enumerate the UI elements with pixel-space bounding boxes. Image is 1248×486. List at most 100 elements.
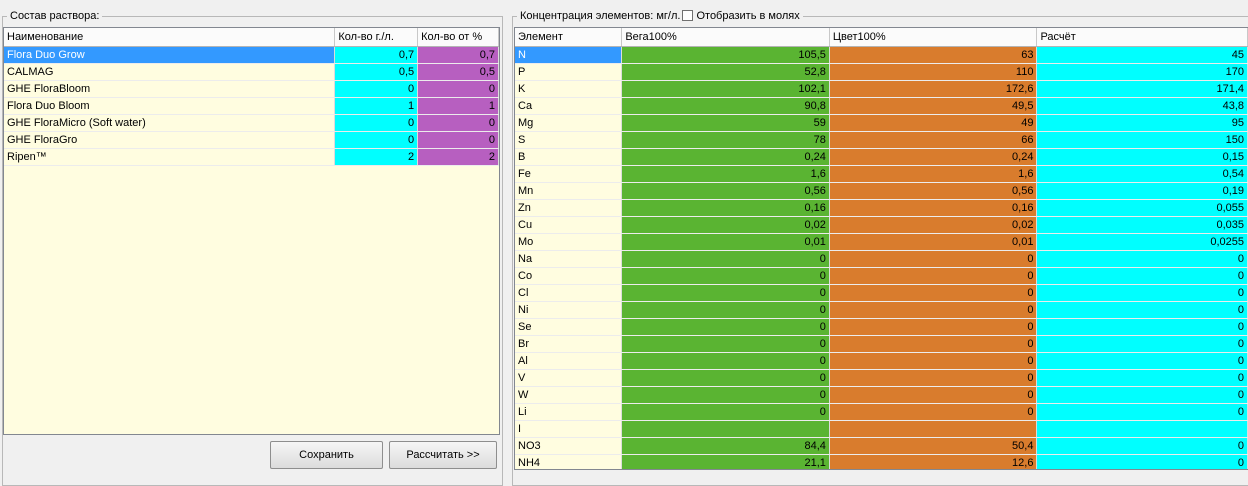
element-row[interactable]: Ni 0 0 0 <box>515 301 1248 319</box>
element-name-cell[interactable]: Ca <box>515 97 623 115</box>
element-name-cell[interactable]: Li <box>515 403 623 421</box>
col-header-name[interactable]: Наименование <box>4 28 336 47</box>
vega-value-cell[interactable]: 78 <box>621 131 830 149</box>
composition-row[interactable]: GHE FloraBloom 0 0 <box>4 80 499 98</box>
calc-value-cell[interactable]: 0 <box>1036 284 1248 302</box>
element-row[interactable]: S 78 66 150 <box>515 131 1248 149</box>
element-row[interactable]: Mg 59 49 95 <box>515 114 1248 132</box>
percent-cell[interactable]: 1 <box>417 97 499 115</box>
vega-value-cell[interactable]: 59 <box>621 114 830 132</box>
vega-value-cell[interactable]: 105,5 <box>621 46 830 64</box>
cvet-value-cell[interactable]: 0 <box>829 352 1038 370</box>
element-name-cell[interactable]: K <box>515 80 623 98</box>
vega-value-cell[interactable]: 0,02 <box>621 216 830 234</box>
element-name-cell[interactable]: NH4 <box>515 454 623 469</box>
col-header-element[interactable]: Элемент <box>515 28 623 47</box>
col-header-percent[interactable]: Кол-во от % <box>417 28 499 47</box>
composition-row[interactable]: Flora Duo Bloom 1 1 <box>4 97 499 115</box>
element-name-cell[interactable]: Cl <box>515 284 623 302</box>
cvet-value-cell[interactable]: 0 <box>829 386 1038 404</box>
calc-value-cell[interactable]: 150 <box>1036 131 1248 149</box>
cvet-value-cell[interactable]: 0 <box>829 284 1038 302</box>
calc-value-cell[interactable]: 0 <box>1036 352 1248 370</box>
vega-value-cell[interactable]: 90,8 <box>621 97 830 115</box>
cvet-value-cell[interactable]: 0,02 <box>829 216 1038 234</box>
calc-value-cell[interactable]: 0 <box>1036 335 1248 353</box>
element-name-cell[interactable]: V <box>515 369 623 387</box>
element-name-cell[interactable]: S <box>515 131 623 149</box>
vega-value-cell[interactable]: 21,1 <box>621 454 830 469</box>
grams-per-liter-cell[interactable]: 0,5 <box>334 63 419 81</box>
grams-per-liter-cell[interactable]: 2 <box>334 148 419 166</box>
concentration-table[interactable]: Элемент Вега100% Цвет100% Расчёт N 105,5 6… <box>514 27 1248 470</box>
composition-row[interactable]: Flora Duo Grow 0,7 0,7 <box>4 46 499 64</box>
cvet-value-cell[interactable]: 172,6 <box>829 80 1038 98</box>
moles-checkbox-label[interactable]: Отобразить в молях <box>696 10 800 22</box>
calc-value-cell[interactable]: 171,4 <box>1036 80 1248 98</box>
calc-value-cell[interactable]: 0,035 <box>1036 216 1248 234</box>
element-row[interactable]: B 0,24 0,24 0,15 <box>515 148 1248 166</box>
percent-cell[interactable]: 0 <box>417 80 499 98</box>
element-row[interactable]: P 52,8 110 170 <box>515 63 1248 81</box>
grams-per-liter-cell[interactable]: 0 <box>334 114 419 132</box>
element-row[interactable]: K 102,1 172,6 171,4 <box>515 80 1248 98</box>
composition-table[interactable]: Наименование Кол-во г./л. Кол-во от % Fl… <box>3 27 500 435</box>
element-name-cell[interactable]: B <box>515 148 623 166</box>
cvet-value-cell[interactable]: 50,4 <box>829 437 1038 455</box>
cvet-value-cell[interactable]: 0 <box>829 267 1038 285</box>
element-row[interactable]: I <box>515 420 1248 438</box>
calc-value-cell[interactable]: 0,15 <box>1036 148 1248 166</box>
col-header-cvet[interactable]: Цвет100% <box>829 28 1038 47</box>
cvet-value-cell[interactable]: 49,5 <box>829 97 1038 115</box>
element-name-cell[interactable]: I <box>515 420 623 438</box>
cvet-value-cell[interactable]: 12,6 <box>829 454 1038 469</box>
calc-value-cell[interactable]: 0 <box>1036 454 1248 469</box>
percent-cell[interactable]: 0 <box>417 114 499 132</box>
grams-per-liter-cell[interactable]: 0,7 <box>334 46 419 64</box>
fertilizer-name-cell[interactable]: Ripen™ <box>4 148 336 166</box>
cvet-value-cell[interactable]: 0,56 <box>829 182 1038 200</box>
vega-value-cell[interactable]: 0,01 <box>621 233 830 251</box>
calc-value-cell[interactable]: 0 <box>1036 386 1248 404</box>
calc-value-cell[interactable]: 0 <box>1036 301 1248 319</box>
vega-value-cell[interactable]: 0 <box>621 284 830 302</box>
cvet-value-cell[interactable] <box>829 420 1038 438</box>
element-name-cell[interactable]: Fe <box>515 165 623 183</box>
col-header-vega[interactable]: Вега100% <box>621 28 830 47</box>
element-name-cell[interactable]: W <box>515 386 623 404</box>
calc-value-cell[interactable]: 0 <box>1036 250 1248 268</box>
element-name-cell[interactable]: Mo <box>515 233 623 251</box>
calc-value-cell[interactable]: 170 <box>1036 63 1248 81</box>
composition-row[interactable]: CALMAG 0,5 0,5 <box>4 63 499 81</box>
cvet-value-cell[interactable]: 0,01 <box>829 233 1038 251</box>
vega-value-cell[interactable]: 0 <box>621 335 830 353</box>
grams-per-liter-cell[interactable]: 0 <box>334 80 419 98</box>
percent-cell[interactable]: 0,7 <box>417 46 499 64</box>
cvet-value-cell[interactable]: 0 <box>829 250 1038 268</box>
grams-per-liter-cell[interactable]: 0 <box>334 131 419 149</box>
calc-value-cell[interactable]: 95 <box>1036 114 1248 132</box>
element-name-cell[interactable]: Mg <box>515 114 623 132</box>
percent-cell[interactable]: 0 <box>417 131 499 149</box>
element-row[interactable]: Mn 0,56 0,56 0,19 <box>515 182 1248 200</box>
element-name-cell[interactable]: Br <box>515 335 623 353</box>
vega-value-cell[interactable]: 0,56 <box>621 182 830 200</box>
element-row[interactable]: Co 0 0 0 <box>515 267 1248 285</box>
vega-value-cell[interactable] <box>621 420 830 438</box>
element-row[interactable]: NH4 21,1 12,6 0 <box>515 454 1248 469</box>
cvet-value-cell[interactable]: 0 <box>829 318 1038 336</box>
element-row[interactable]: Fe 1,6 1,6 0,54 <box>515 165 1248 183</box>
cvet-value-cell[interactable]: 1,6 <box>829 165 1038 183</box>
element-name-cell[interactable]: Mn <box>515 182 623 200</box>
cvet-value-cell[interactable]: 110 <box>829 63 1038 81</box>
percent-cell[interactable]: 2 <box>417 148 499 166</box>
calc-value-cell[interactable]: 0 <box>1036 369 1248 387</box>
element-name-cell[interactable]: Al <box>515 352 623 370</box>
vega-value-cell[interactable]: 0,16 <box>621 199 830 217</box>
cvet-value-cell[interactable]: 0,16 <box>829 199 1038 217</box>
moles-checkbox[interactable] <box>682 10 694 21</box>
element-row[interactable]: Mo 0,01 0,01 0,0255 <box>515 233 1248 251</box>
calc-value-cell[interactable] <box>1036 420 1248 438</box>
calc-value-cell[interactable]: 0,54 <box>1036 165 1248 183</box>
